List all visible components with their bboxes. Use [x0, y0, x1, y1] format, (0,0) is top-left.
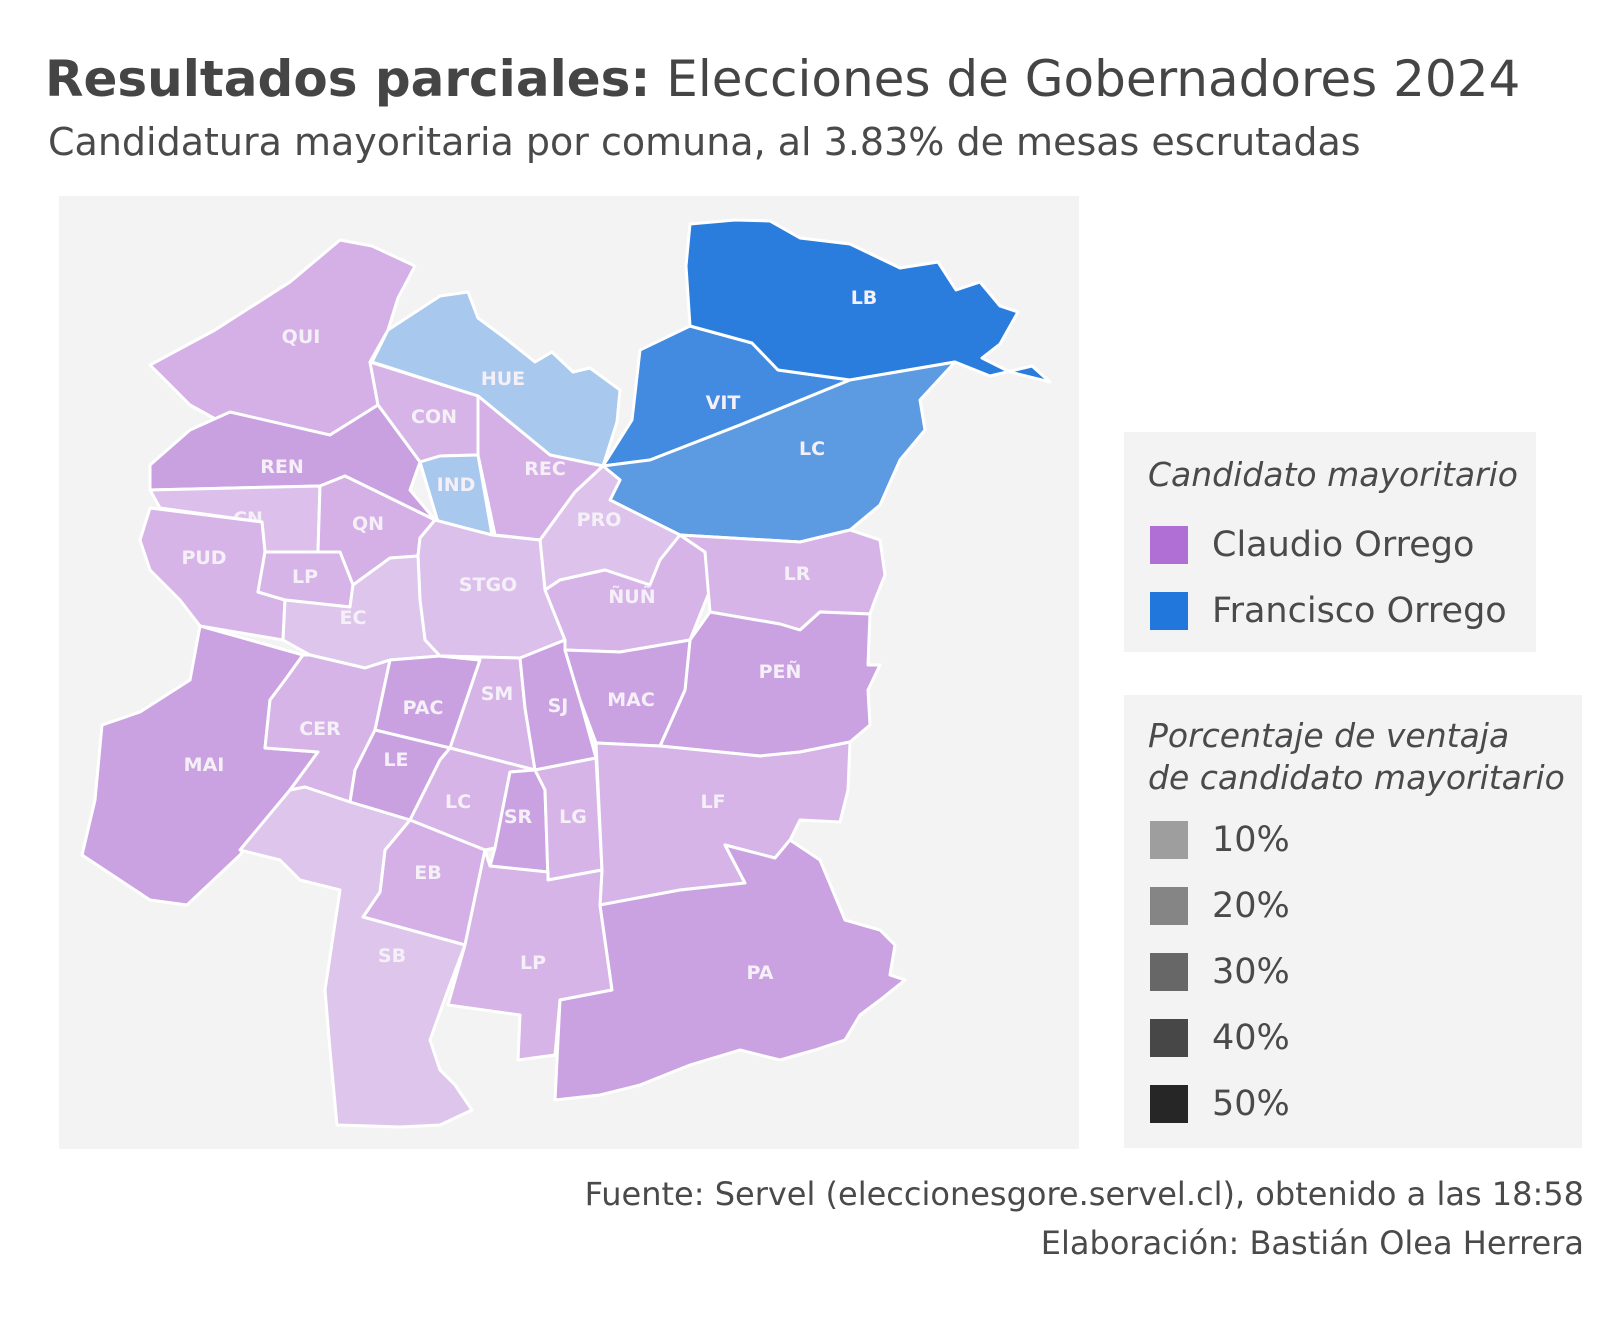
comuna-label: EC — [340, 607, 367, 629]
title-rest: Elecciones de Gobernadores 2024 — [666, 50, 1521, 108]
comuna-label: IND — [437, 474, 476, 496]
legend-percent-title-line2: de candidato mayoritario — [1148, 758, 1565, 797]
comuna-pen[interactable]: PEÑ — [658, 610, 882, 758]
comuna-label: QUI — [282, 326, 321, 348]
legend-item-50: 50% — [1150, 1071, 1290, 1137]
legend-percent-title-line1: Porcentaje de ventaja — [1148, 716, 1510, 755]
legend-label-50: 50% — [1212, 1084, 1290, 1124]
comuna-label: MAC — [607, 689, 655, 711]
comuna-label: SR — [504, 806, 533, 828]
source-note: Fuente: Servel (eleccionesgore.servel.cl… — [584, 1175, 1584, 1213]
swatch-20 — [1150, 887, 1188, 925]
swatch-francisco — [1150, 592, 1188, 630]
comuna-label: MAI — [184, 754, 225, 776]
swatch-30 — [1150, 953, 1188, 991]
legend-item-francisco: Francisco Orrego — [1150, 578, 1507, 644]
comuna-label: REC — [524, 458, 566, 480]
swatch-10 — [1150, 821, 1188, 859]
comuna-pud[interactable]: PUD — [138, 506, 287, 642]
comuna-label: SJ — [548, 695, 569, 717]
comuna-label: LB — [851, 287, 878, 309]
comuna-mac[interactable]: MAC — [563, 638, 692, 748]
comuna-label: LP — [520, 952, 546, 974]
chart-title: Resultados parciales: Elecciones de Gobe… — [45, 50, 1520, 108]
chart-subtitle: Candidatura mayoritaria por comuna, al 3… — [48, 120, 1361, 164]
comuna-label: QN — [352, 513, 384, 535]
comuna-label: LE — [383, 749, 408, 771]
legend-label-20: 20% — [1212, 886, 1290, 926]
comuna-label: LC — [799, 438, 825, 460]
comuna-label: LP — [292, 566, 318, 588]
comuna-pa[interactable]: PA — [553, 838, 907, 1102]
comuna-label: LR — [784, 563, 811, 585]
comuna-label: VIT — [706, 392, 741, 414]
legend-item-40: 40% — [1150, 1005, 1290, 1071]
comuna-label: PUD — [181, 547, 226, 569]
legend-candidate: Candidato mayoritario Claudio Orrego Fra… — [1124, 432, 1536, 652]
comuna-label: REN — [260, 456, 304, 478]
legend-item-20: 20% — [1150, 873, 1290, 939]
comuna-label: PRO — [577, 509, 622, 531]
comuna-pac[interactable]: PAC — [373, 654, 482, 750]
comuna-label: PA — [747, 962, 774, 984]
comuna-label: LF — [700, 791, 725, 813]
comuna-sb[interactable]: SB — [238, 785, 474, 1129]
title-bold: Resultados parciales: — [45, 50, 651, 108]
comuna-label: HUE — [481, 368, 525, 390]
comuna-label: STGO — [459, 574, 517, 596]
swatch-50 — [1150, 1085, 1188, 1123]
legend-label-francisco: Francisco Orrego — [1212, 591, 1507, 631]
legend-label-10: 10% — [1212, 820, 1290, 860]
comuna-lb[interactable]: LB — [684, 218, 1052, 384]
legend-label-claudio: Claudio Orrego — [1212, 525, 1475, 565]
comuna-label: EB — [414, 862, 441, 884]
author-note: Elaboración: Bastián Olea Herrera — [1040, 1224, 1584, 1262]
comuna-label: SB — [378, 945, 406, 967]
swatch-claudio — [1150, 526, 1188, 564]
legend-label-30: 30% — [1212, 952, 1290, 992]
comuna-label: CER — [299, 718, 341, 740]
comuna-label: CON — [411, 406, 457, 428]
comuna-label: SM — [481, 683, 514, 705]
comuna-sj[interactable]: SJ — [518, 638, 598, 772]
legend-item-30: 30% — [1150, 939, 1290, 1005]
legend-candidate-title: Candidato mayoritario — [1148, 455, 1518, 494]
legend-label-40: 40% — [1212, 1018, 1290, 1058]
legend-item-10: 10% — [1150, 807, 1290, 873]
legend-percent-title: Porcentaje de ventaja de candidato mayor… — [1148, 715, 1565, 799]
swatch-40 — [1150, 1019, 1188, 1057]
comuna-label: ÑUÑ — [608, 584, 655, 608]
comuna-label: PAC — [403, 697, 444, 719]
legend-percent: Porcentaje de ventaja de candidato mayor… — [1124, 695, 1582, 1148]
comuna-label: PEÑ — [759, 659, 802, 683]
legend-item-claudio: Claudio Orrego — [1150, 512, 1507, 578]
comuna-label: LC — [445, 791, 471, 813]
comuna-label: LG — [559, 806, 587, 828]
comuna-ind[interactable]: IND — [418, 453, 494, 537]
